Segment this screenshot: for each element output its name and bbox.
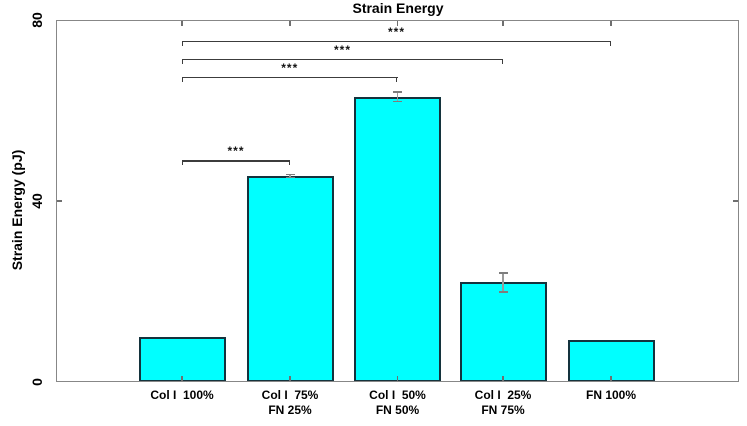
error-bar-cap-bottom: [498, 291, 508, 293]
x-tick-label-5: FN 100%: [585, 388, 637, 402]
significance-bracket: [182, 40, 611, 43]
error-bar: [289, 173, 291, 179]
bracket-end-left: [182, 58, 184, 64]
y-axis-label: Strain Energy (pJ): [9, 149, 25, 271]
axis-tick-left: [56, 200, 62, 202]
significance-stars: ***: [387, 24, 406, 39]
significance-stars: ***: [333, 42, 352, 57]
x-tick-label-4: Col I 25% FN 75%: [474, 388, 532, 417]
error-bar-cap-bottom: [393, 100, 402, 103]
bracket-end-left: [182, 40, 184, 46]
x-tick-label-2: Col I 75% FN 25%: [261, 388, 319, 417]
axis-tick-bottom: [289, 376, 291, 382]
axis-tick-bottom: [610, 376, 612, 382]
significance-stars: ***: [281, 61, 299, 75]
axis-tick-bottom: [396, 376, 399, 382]
bracket-end-left: [182, 77, 184, 82]
x-tick-label-1: Col I 100%: [150, 388, 214, 402]
plot-area: *** *** *** ***: [56, 20, 739, 382]
error-bar: [502, 272, 504, 293]
bar-3: [354, 96, 441, 382]
x-tick-label-3: Col I 50% FN 50%: [369, 388, 426, 417]
y-tick-label-40: 40: [29, 193, 45, 209]
axis-tick-top: [502, 20, 504, 26]
error-bar-cap-top: [285, 173, 295, 176]
chart-title: Strain Energy: [352, 0, 444, 16]
axis-tick-top: [610, 20, 612, 26]
error-bar-cap-bottom: [285, 176, 295, 179]
y-tick-label-80: 80: [29, 12, 45, 28]
axis-tick-top: [396, 20, 399, 26]
bar-2: [246, 176, 334, 382]
significance-bracket: [182, 160, 290, 162]
significance-stars: ***: [227, 144, 245, 159]
y-tick-label-0: 0: [29, 378, 45, 386]
error-bar-cap-top: [498, 272, 508, 274]
bracket-end-right: [501, 58, 503, 64]
error-bar-cap-top: [393, 91, 402, 93]
axis-tick-bottom: [502, 376, 504, 382]
axis-tick-right: [733, 200, 739, 202]
bracket-end-right: [609, 40, 611, 46]
axis-tick-top: [181, 20, 183, 26]
error-bar: [396, 91, 399, 103]
axis-tick-bottom: [181, 376, 183, 382]
bracket-end-left: [182, 160, 184, 166]
bracket-end-right: [288, 160, 290, 166]
bracket-end-right: [396, 77, 398, 82]
significance-bracket: [182, 58, 503, 61]
axis-tick-top: [289, 20, 291, 26]
significance-bracket: [182, 77, 398, 79]
bar-4: [459, 282, 547, 382]
